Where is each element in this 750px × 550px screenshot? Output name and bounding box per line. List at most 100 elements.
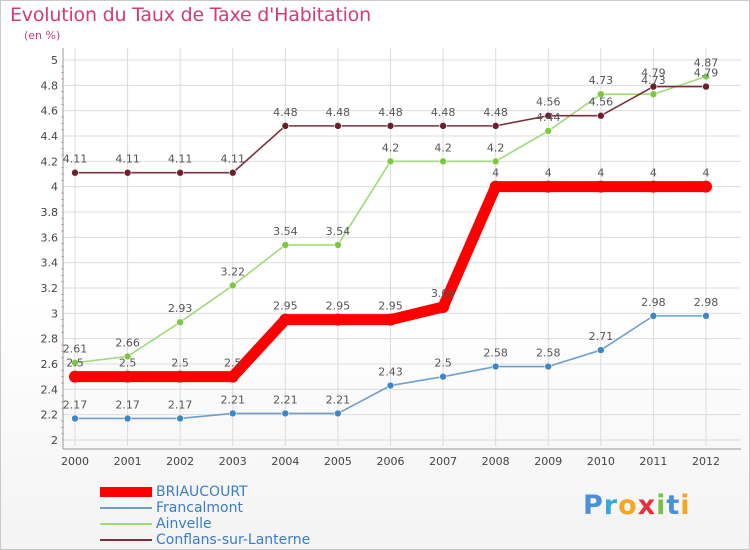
y-tick-label: 2.6: [41, 358, 59, 371]
data-label: 2.21: [273, 393, 298, 406]
data-point: [228, 409, 237, 418]
data-point: [123, 414, 132, 423]
data-label: 2.95: [378, 300, 403, 313]
data-label: 2.61: [63, 343, 88, 356]
data-point: [491, 122, 500, 130]
data-label: 4: [492, 167, 499, 180]
y-tick-label: 3.6: [41, 231, 59, 244]
data-point: [386, 381, 395, 390]
chart-title: Evolution du Taux de Taxe d'Habitation: [10, 4, 371, 26]
x-tick-label: 2005: [324, 455, 352, 468]
data-point: [491, 157, 500, 166]
data-label: 4.73: [641, 74, 666, 87]
data-label: 4.11: [63, 153, 88, 166]
data-label: 2.5: [224, 357, 242, 370]
data-label: 4.73: [589, 74, 614, 87]
data-label: 4.79: [694, 67, 719, 80]
y-tick-label: 4: [51, 181, 58, 194]
data-label: 2.21: [326, 393, 351, 406]
data-point: [489, 180, 502, 193]
y-tick-label: 2.2: [41, 409, 59, 422]
data-label: 4.48: [483, 106, 508, 119]
data-point: [69, 370, 81, 383]
data-label: 3.54: [326, 225, 351, 238]
data-point: [334, 409, 342, 418]
data-point: [491, 362, 500, 371]
data-label: 4.56: [589, 96, 614, 109]
data-point: [439, 372, 447, 381]
y-tick-label: 3.8: [41, 206, 59, 219]
data-label: 2.98: [694, 296, 719, 309]
data-label: 4: [545, 167, 552, 180]
data-label: 4.11: [115, 153, 140, 166]
data-point: [544, 362, 553, 371]
data-point: [334, 241, 342, 249]
data-label: 4.87: [694, 56, 719, 69]
x-tick-label: 2003: [219, 455, 247, 468]
legend-swatch: [100, 487, 152, 497]
data-label: 4.56: [536, 96, 561, 109]
data-point: [702, 312, 710, 320]
data-label: 2.5: [66, 357, 84, 370]
legend-item: BRIAUCOURT: [100, 484, 360, 500]
data-label: 4.79: [641, 67, 666, 80]
axis-layer: 2 2.2 2.4 2.6 2.8 3 3.2 3.4 3.6 3.8 4 4.2 4.4 4.6 4.8 5…: [41, 48, 741, 468]
x-tick-label: 2001: [114, 455, 142, 468]
data-label: 2.98: [641, 296, 666, 309]
x-tick-label: 2012: [692, 455, 720, 468]
data-label: 2.93: [168, 302, 193, 315]
data-label: 3.05: [431, 287, 456, 300]
data-label: 2.43: [378, 366, 403, 379]
data-label: 4.48: [431, 106, 456, 119]
y-tick-label: 4.6: [41, 105, 59, 118]
proxiti-logo: Proxiti: [583, 490, 691, 521]
data-label: 3.54: [273, 225, 298, 238]
data-label: 4: [703, 167, 710, 180]
data-point: [700, 180, 712, 193]
data-label: 4.2: [487, 141, 505, 154]
y-tick-label: 3.4: [41, 257, 59, 270]
legend-label: Conflans-sur-Lanterne: [156, 532, 311, 548]
data-label: 2.58: [483, 347, 508, 360]
legend-item: Conflans-sur-Lanterne: [100, 532, 360, 548]
legend-label: Francalmont: [156, 500, 243, 516]
data-label: 2.5: [434, 357, 452, 370]
data-label: 4.2: [382, 141, 400, 154]
data-point: [544, 127, 553, 135]
data-label: 4: [650, 167, 657, 180]
legend-swatch: [100, 507, 152, 509]
x-tick-label: 2002: [166, 455, 194, 468]
series-layer: [69, 72, 712, 423]
logo-letter: i: [656, 490, 667, 521]
data-point: [228, 281, 237, 290]
data-label: 4.11: [168, 153, 193, 166]
legend-label: Ainvelle: [156, 516, 212, 532]
data-label: 4.48: [273, 106, 298, 119]
data-point: [594, 180, 607, 193]
y-tick-label: 3.2: [41, 282, 59, 295]
y-tick-label: 4.4: [41, 130, 59, 143]
data-label: 2.58: [536, 347, 561, 360]
data-label: 4.44: [536, 111, 561, 124]
data-point: [123, 352, 132, 361]
y-tick-label: 4.2: [41, 155, 59, 168]
data-label: 4.2: [434, 141, 452, 154]
x-tick-label: 2007: [429, 455, 457, 468]
data-point: [437, 301, 450, 313]
data-label: 4: [597, 167, 604, 180]
x-tick-label: 2006: [377, 455, 405, 468]
data-label: 3.22: [221, 265, 246, 278]
data-point: [386, 157, 395, 166]
y-tick-label: 4.8: [41, 79, 59, 92]
data-point: [702, 72, 710, 81]
data-label: 4.48: [378, 106, 403, 119]
data-point: [386, 122, 395, 130]
data-point: [544, 111, 553, 120]
x-tick-label: 2010: [587, 455, 615, 468]
chart-subtitle: (en %): [24, 29, 61, 42]
x-tick-label: 2009: [534, 455, 562, 468]
y-tick-label: 2: [51, 434, 58, 447]
data-point: [228, 168, 237, 177]
label-layer: 2.5 2.5 2.5 2.5 2.95 2.95 2.95 3.05 4 4 4 4 4 2.17 2.1…: [63, 56, 719, 411]
